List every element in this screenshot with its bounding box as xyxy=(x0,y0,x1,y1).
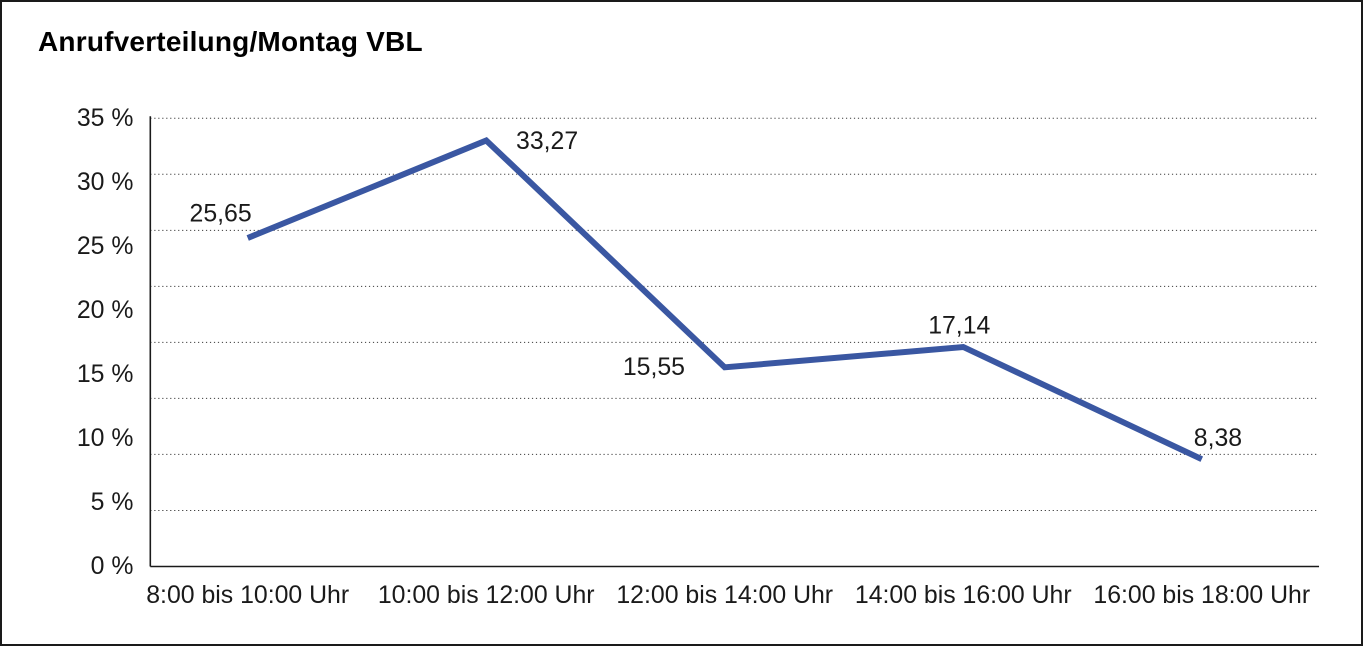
data-point-label: 8,38 xyxy=(1194,425,1242,452)
x-category-label: 8:00 bis 10:00 Uhr xyxy=(146,582,349,609)
y-tick-label: 30 % xyxy=(77,169,134,196)
y-tick-label: 0 % xyxy=(91,553,134,580)
y-tick-label: 10 % xyxy=(77,425,134,452)
data-point-label: 25,65 xyxy=(190,201,252,228)
data-point-label: 15,55 xyxy=(623,354,685,381)
x-category-label: 14:00 bis 16:00 Uhr xyxy=(855,582,1072,609)
data-line xyxy=(246,136,1204,462)
y-tick-label: 20 % xyxy=(77,297,134,324)
data-point-label: 33,27 xyxy=(516,128,578,155)
x-category-label: 10:00 bis 12:00 Uhr xyxy=(378,582,595,609)
y-tick-label: 35 % xyxy=(77,105,134,132)
chart-title: Anrufverteilung/Montag VBL xyxy=(38,26,423,57)
y-tick-label: 5 % xyxy=(91,489,134,516)
y-tick-label: 15 % xyxy=(77,361,134,388)
x-category-label: 12:00 bis 14:00 Uhr xyxy=(616,582,833,609)
data-point-label: 17,14 xyxy=(928,313,990,340)
x-category-label: 16:00 bis 18:00 Uhr xyxy=(1093,582,1310,609)
y-tick-label: 25 % xyxy=(77,233,134,260)
